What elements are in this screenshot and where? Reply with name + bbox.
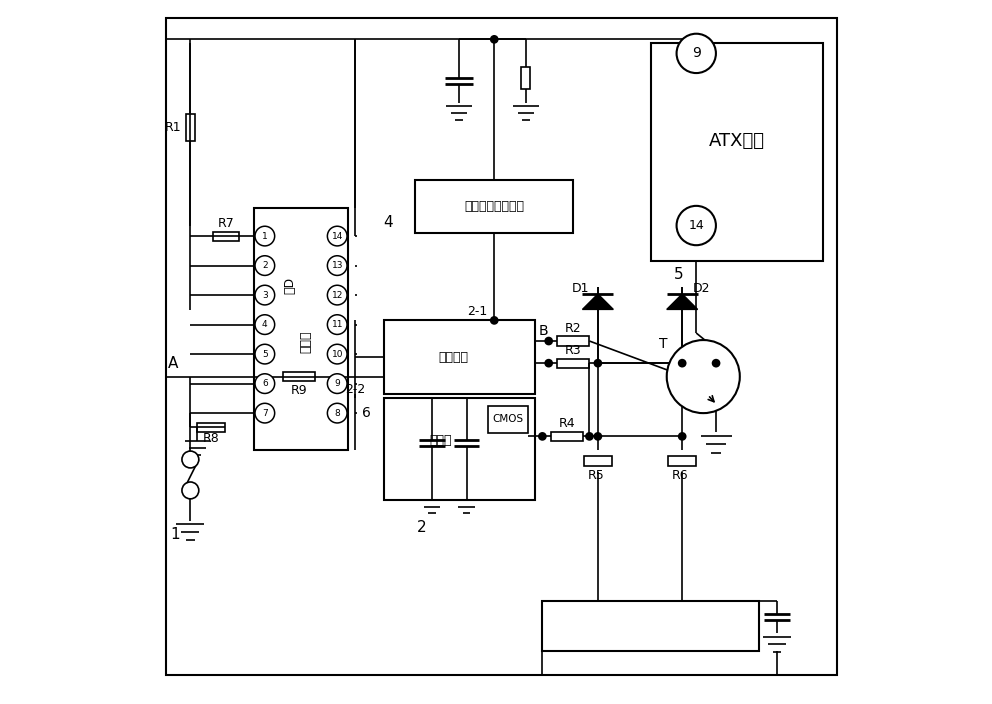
Circle shape	[182, 482, 198, 499]
Text: 触发电路: 触发电路	[438, 351, 468, 364]
Text: 6: 6	[361, 406, 370, 420]
Text: 1: 1	[262, 232, 268, 241]
Text: R4: R4	[558, 417, 575, 430]
Bar	[284, 372, 315, 381]
Circle shape	[677, 206, 716, 245]
Bar	[488, 406, 529, 433]
Text: CMOS: CMOS	[492, 415, 524, 425]
Text: ATX电源: ATX电源	[709, 132, 765, 150]
Text: 2: 2	[417, 520, 427, 535]
Bar	[384, 320, 535, 394]
Circle shape	[677, 34, 716, 73]
Circle shape	[255, 403, 275, 423]
Circle shape	[327, 226, 347, 246]
Circle shape	[255, 256, 275, 275]
Text: R9: R9	[291, 384, 308, 397]
Text: 4: 4	[384, 215, 393, 230]
Text: D2: D2	[693, 282, 710, 295]
Circle shape	[491, 36, 498, 43]
Text: 8: 8	[334, 408, 340, 417]
Text: T: T	[659, 337, 668, 351]
Bar	[558, 337, 589, 346]
Text: 低压差线性稳压器: 低压差线性稳压器	[464, 200, 525, 213]
Circle shape	[182, 451, 198, 468]
Text: R6: R6	[672, 469, 688, 482]
Text: 3: 3	[262, 291, 268, 300]
Text: 5: 5	[674, 268, 683, 282]
Circle shape	[255, 344, 275, 364]
Circle shape	[255, 374, 275, 394]
Circle shape	[327, 344, 347, 364]
Text: 14: 14	[331, 232, 343, 241]
Text: R5: R5	[587, 469, 604, 482]
Text: 2-2: 2-2	[345, 383, 365, 396]
Circle shape	[539, 433, 546, 440]
Bar	[254, 208, 348, 451]
Circle shape	[255, 315, 275, 334]
Text: 2-1: 2-1	[467, 306, 488, 318]
Text: B: B	[539, 324, 548, 337]
Text: 6: 6	[262, 379, 268, 388]
Text: 10: 10	[331, 350, 343, 358]
Polygon shape	[582, 294, 613, 310]
Bar	[669, 456, 696, 465]
Text: 13: 13	[331, 261, 343, 270]
Text: D1: D1	[571, 282, 589, 295]
Circle shape	[255, 226, 275, 246]
Bar	[197, 422, 225, 432]
Circle shape	[327, 403, 347, 423]
Text: 11: 11	[331, 320, 343, 329]
Circle shape	[255, 285, 275, 305]
Text: 双D: 双D	[283, 277, 297, 294]
Circle shape	[327, 256, 347, 275]
Bar	[558, 358, 589, 367]
Text: R3: R3	[565, 344, 581, 357]
Circle shape	[327, 374, 347, 394]
Text: 4: 4	[262, 320, 268, 329]
Bar	[416, 180, 573, 232]
Text: 14: 14	[688, 219, 704, 232]
Circle shape	[594, 360, 601, 367]
Bar	[651, 43, 822, 260]
Text: 7: 7	[262, 408, 268, 417]
Bar	[542, 601, 760, 650]
Text: 9: 9	[334, 379, 340, 388]
Circle shape	[546, 360, 553, 367]
Text: 9: 9	[691, 46, 700, 61]
Text: R7: R7	[217, 217, 234, 230]
Bar	[186, 114, 195, 141]
Text: 2: 2	[262, 261, 268, 270]
Circle shape	[586, 433, 593, 440]
Text: A: A	[168, 356, 178, 372]
Circle shape	[491, 317, 498, 324]
Bar	[384, 398, 535, 500]
Circle shape	[594, 433, 601, 440]
Bar	[212, 232, 239, 241]
Text: 触发器: 触发器	[300, 330, 312, 353]
Bar	[521, 68, 531, 89]
Text: 振荡器: 振荡器	[430, 434, 452, 447]
Text: R8: R8	[203, 432, 220, 445]
Text: R2: R2	[565, 322, 581, 335]
Text: 12: 12	[331, 291, 343, 300]
Circle shape	[546, 337, 553, 344]
Bar	[552, 432, 582, 441]
Bar	[584, 456, 612, 465]
Circle shape	[667, 340, 740, 413]
Text: 1: 1	[170, 527, 180, 542]
Circle shape	[327, 315, 347, 334]
Circle shape	[327, 285, 347, 305]
Circle shape	[679, 360, 685, 367]
Text: 5: 5	[262, 350, 268, 358]
Circle shape	[679, 433, 685, 440]
Polygon shape	[667, 294, 697, 310]
Circle shape	[712, 360, 719, 367]
Text: R1: R1	[165, 120, 182, 134]
